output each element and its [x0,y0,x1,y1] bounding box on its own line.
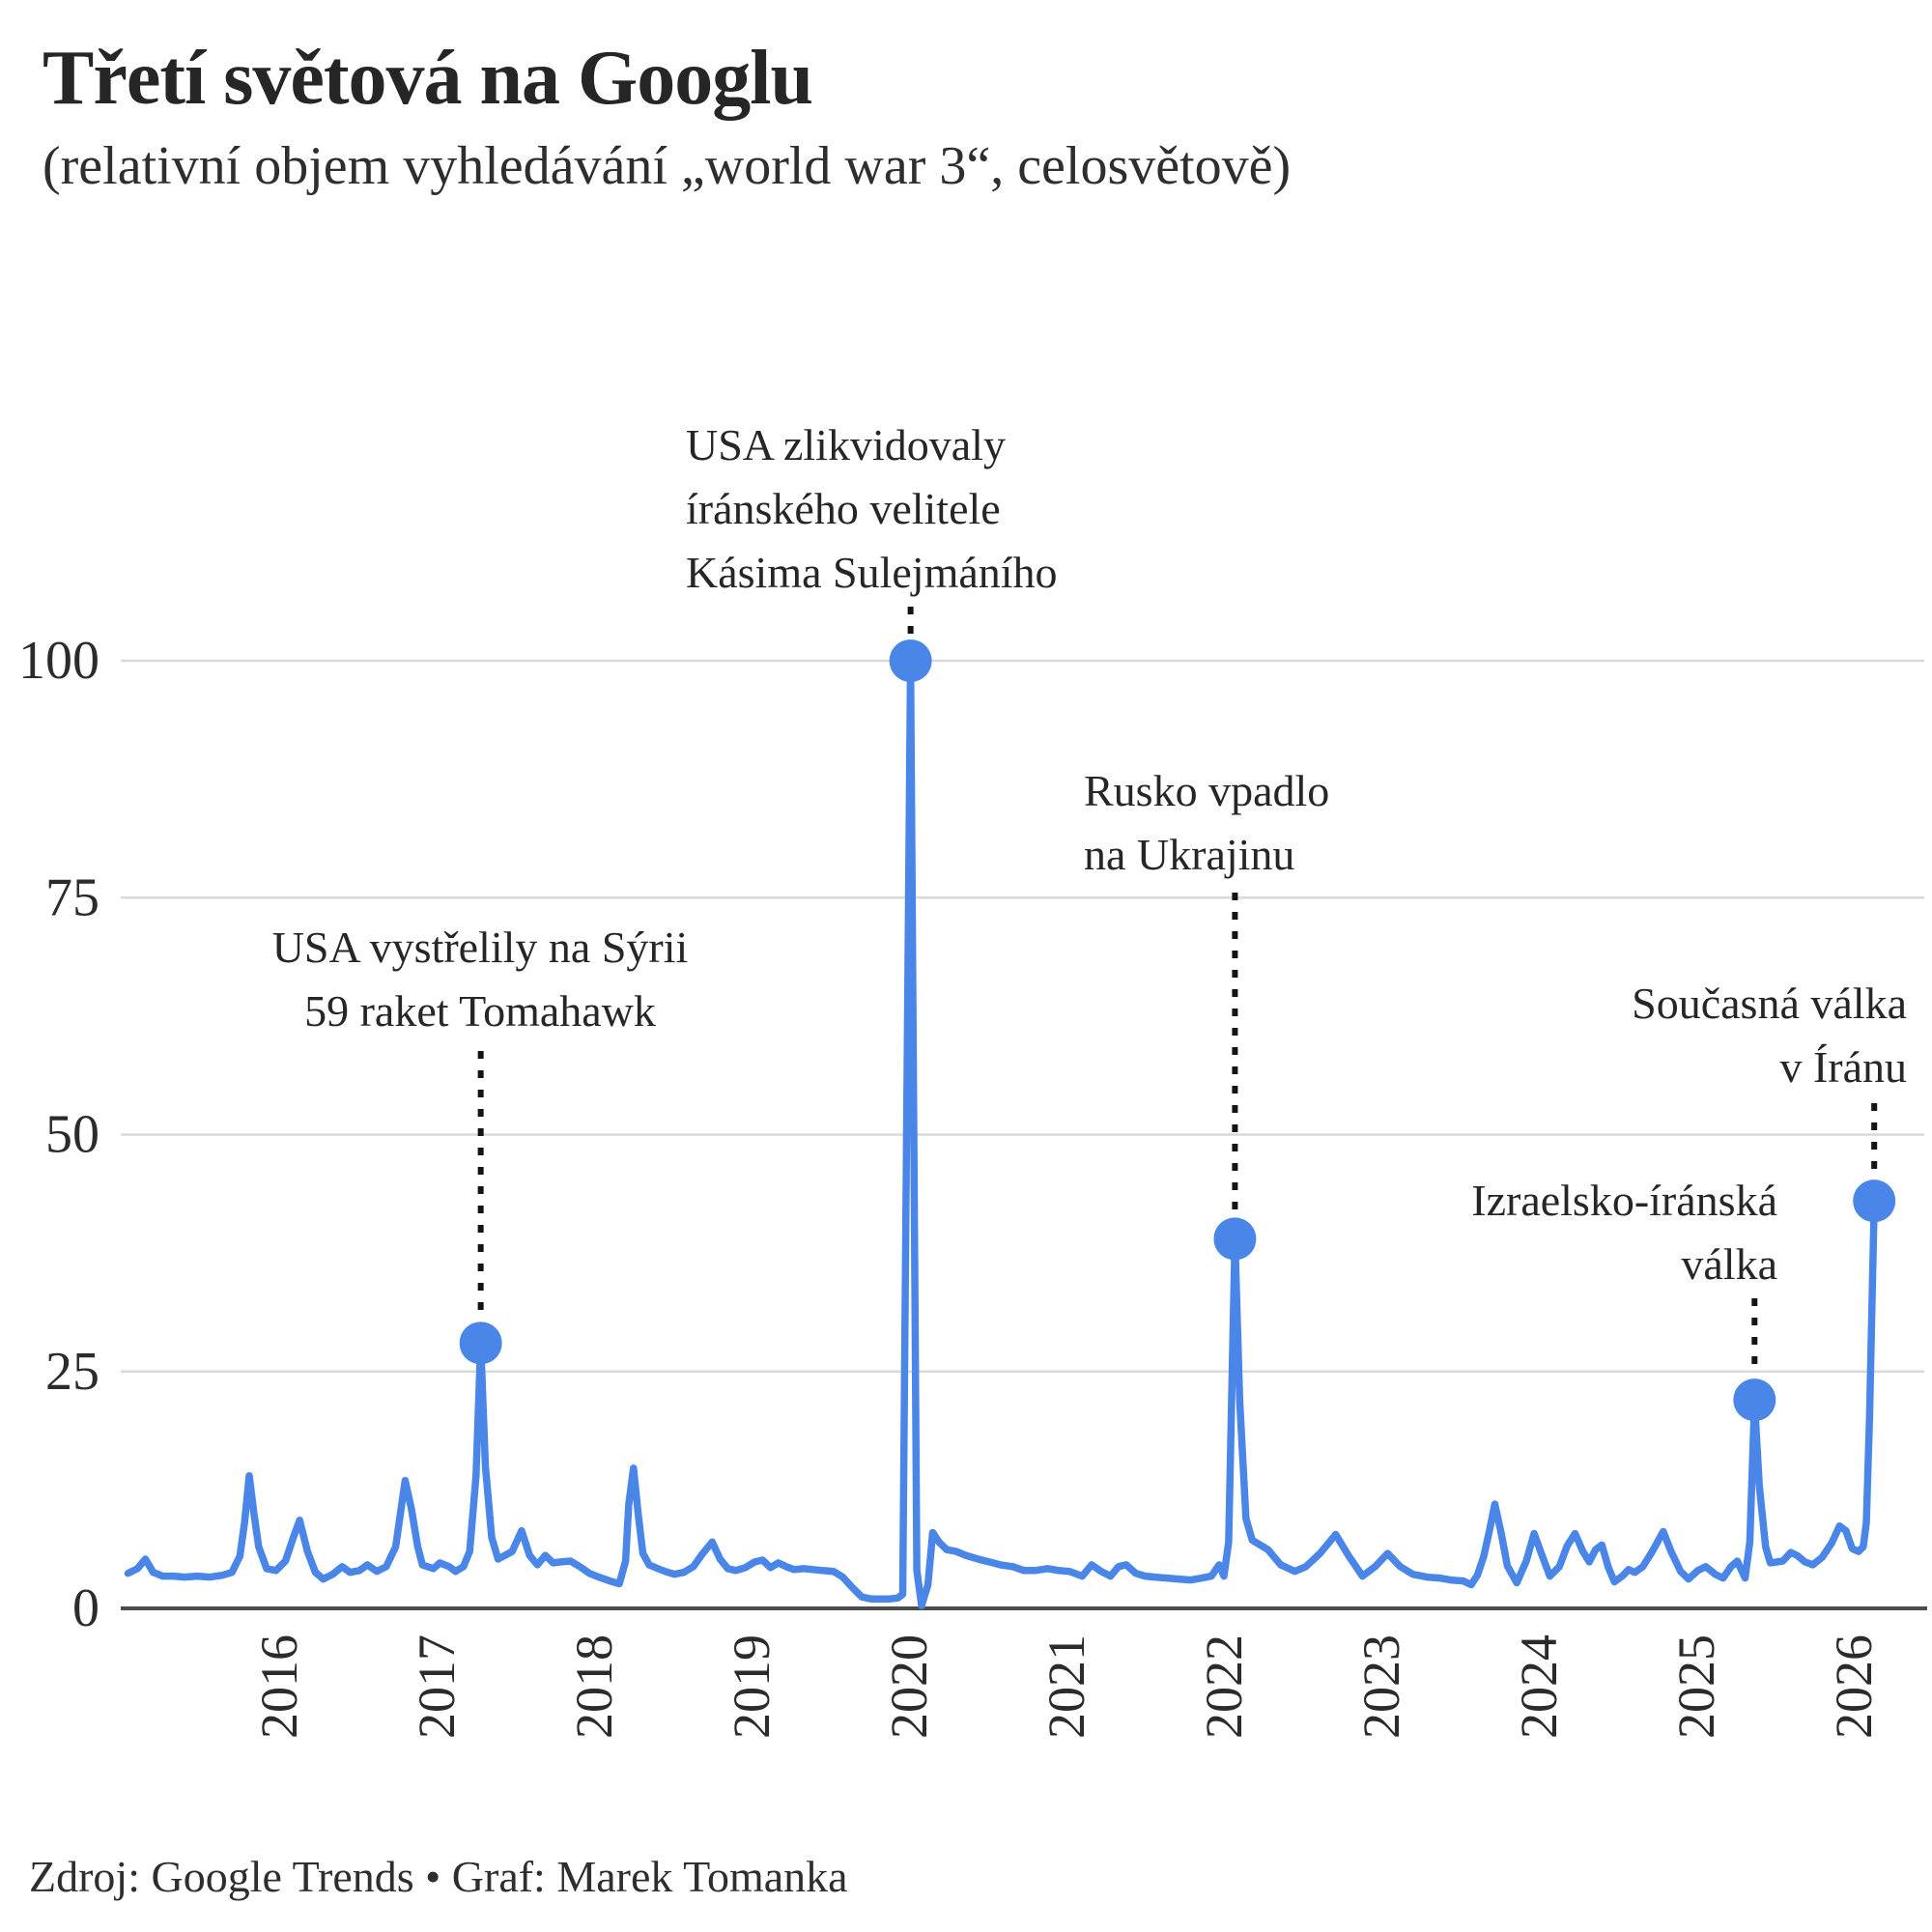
x-tick-label: 2016 [250,1634,308,1739]
y-tick-label: 100 [18,631,99,691]
event-dot-soleimani [889,639,932,682]
annotation-line: na Ukrajinu [1084,830,1295,879]
annotation-soleimani: USA zlikvidovaly íránského velitele Kási… [686,413,1058,605]
y-tick-label: 25 [45,1342,99,1402]
trend-line [124,657,1878,1609]
x-tick-label: 2017 [408,1634,466,1739]
annotation-line: Rusko vpadlo [1084,766,1330,815]
annotation-line: v Íránu [1779,1042,1907,1092]
x-tick-label: 2025 [1667,1634,1725,1739]
annotation-line: Izraelsko-íránská [1471,1176,1777,1225]
annotation-line: íránského velitele [686,484,1001,533]
event-dot-ukraine [1213,1217,1257,1261]
page-subtitle: (relativní objem vyhledávání „world war … [43,136,1292,196]
annotation-ukraine: Rusko vpadlo na Ukrajinu [1084,759,1329,887]
event-dot-tomahawk [459,1321,502,1365]
event-dot-izrael [1733,1378,1776,1422]
annotation-line: Současná válka [1632,979,1907,1028]
annotation-line: válka [1681,1239,1777,1289]
x-tick-label: 2023 [1352,1634,1410,1739]
annotation-soucasna: Současná válka v Íránu [1632,972,1907,1099]
event-dot-soucasna [1853,1179,1896,1223]
x-tick-label: 2021 [1037,1634,1095,1739]
y-tick-label: 75 [45,867,99,927]
page-title: Třetí světová na Googlu [43,36,813,121]
x-tick-label: 2024 [1510,1634,1568,1739]
source-credit: Zdroj: Google Trends • Graf: Marek Toman… [29,1852,848,1901]
x-tick-label: 2020 [880,1634,938,1739]
annotation-line: Kásima Sulejmáního [686,548,1058,597]
annotation-line: 59 raket Tomahawk [304,986,656,1036]
y-tick-label: 0 [72,1578,99,1638]
x-tick-label: 2019 [723,1634,781,1739]
annotation-izrael: Izraelsko-íránská válka [1471,1169,1777,1296]
annotation-line: USA vystřelily na Sýrii [271,923,689,972]
x-tick-label: 2022 [1195,1634,1253,1739]
x-tick-label: 2018 [565,1634,623,1739]
y-tick-label: 50 [45,1105,99,1165]
annotation-line: USA zlikvidovaly [686,420,1006,469]
annotation-tomahawk: USA vystřelily na Sýrii 59 raket Tomahaw… [272,916,689,1043]
x-tick-label: 2026 [1825,1634,1883,1739]
